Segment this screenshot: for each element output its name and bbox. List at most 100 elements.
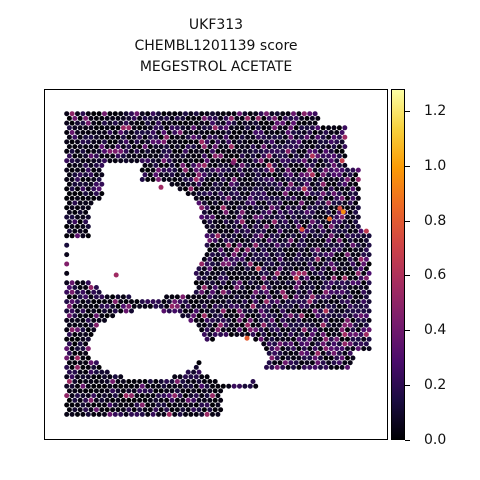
spot: [172, 383, 178, 389]
spot: [69, 195, 75, 201]
spot: [355, 195, 361, 201]
spot: [188, 158, 194, 164]
spot: [353, 181, 359, 187]
spot: [220, 289, 226, 295]
spot: [320, 332, 326, 337]
spot: [156, 402, 161, 408]
spot: [239, 285, 245, 290]
spot: [69, 308, 75, 314]
spot: [339, 148, 345, 154]
spot: [172, 308, 178, 314]
spot: [301, 252, 307, 258]
spot: [285, 233, 291, 239]
spot: [93, 313, 99, 319]
spot: [66, 397, 72, 403]
spot: [220, 139, 226, 145]
spot: [247, 139, 253, 145]
spot: [269, 308, 275, 314]
spot: [247, 111, 253, 117]
spot: [123, 383, 129, 389]
spot: [307, 308, 313, 314]
spot: [72, 162, 78, 168]
spot: [228, 294, 234, 300]
spot: [234, 134, 240, 140]
spot: [201, 144, 207, 150]
spot: [261, 294, 267, 300]
spot: [274, 317, 280, 323]
spot: [320, 313, 326, 319]
spot: [177, 308, 183, 314]
spot: [255, 322, 261, 328]
spot: [96, 111, 102, 117]
spot: [75, 111, 80, 117]
spot: [207, 379, 213, 384]
spot: [64, 355, 70, 361]
spot: [207, 172, 213, 178]
spot: [288, 256, 294, 262]
spot: [334, 195, 340, 201]
spot: [231, 120, 237, 126]
spot: [253, 148, 259, 154]
spot: [320, 172, 326, 178]
spot: [69, 393, 75, 399]
spot: [304, 191, 310, 197]
spot: [282, 322, 288, 328]
spot: [99, 125, 105, 131]
spot: [142, 115, 148, 121]
spot: [253, 120, 259, 126]
spot: [299, 153, 305, 159]
spot: [80, 402, 86, 408]
spot: [204, 233, 210, 239]
spot: [312, 242, 318, 248]
spot: [277, 247, 283, 253]
spot: [258, 327, 264, 333]
spot: [320, 322, 326, 328]
spot: [336, 303, 342, 309]
spot: [345, 261, 350, 267]
spot: [215, 214, 221, 220]
spot: [342, 256, 348, 262]
spot: [342, 266, 348, 272]
spot: [120, 397, 126, 403]
spot: [120, 125, 126, 131]
spot: [107, 299, 113, 305]
spot: [345, 270, 350, 276]
spot: [282, 256, 288, 262]
spot: [304, 247, 310, 253]
spot: [169, 162, 175, 168]
spot: [361, 233, 367, 239]
spot: [342, 294, 348, 300]
spot: [320, 285, 326, 290]
spot: [212, 153, 218, 159]
spot: [347, 294, 353, 300]
spot: [99, 313, 105, 319]
spot: [166, 130, 172, 135]
spot: [363, 266, 369, 272]
spot: [69, 205, 75, 211]
spot: [320, 238, 326, 243]
spot: [85, 120, 91, 126]
spot: [331, 209, 337, 215]
spot: [266, 285, 272, 290]
spot: [299, 200, 305, 206]
spot: [347, 322, 353, 328]
spot: [237, 148, 242, 154]
spot: [107, 120, 113, 126]
spot: [166, 111, 172, 117]
spot: [304, 162, 310, 168]
spot: [193, 280, 199, 286]
spot: [183, 299, 188, 305]
spot: [134, 148, 140, 154]
spot: [212, 397, 218, 403]
spot: [134, 402, 140, 408]
spot: [226, 148, 232, 154]
spot: [342, 332, 348, 337]
spot: [363, 247, 369, 253]
spot: [69, 402, 75, 408]
spot: [88, 181, 94, 187]
spot: [304, 275, 310, 281]
spot: [234, 332, 240, 337]
spot: [245, 247, 251, 253]
spot: [196, 144, 202, 150]
